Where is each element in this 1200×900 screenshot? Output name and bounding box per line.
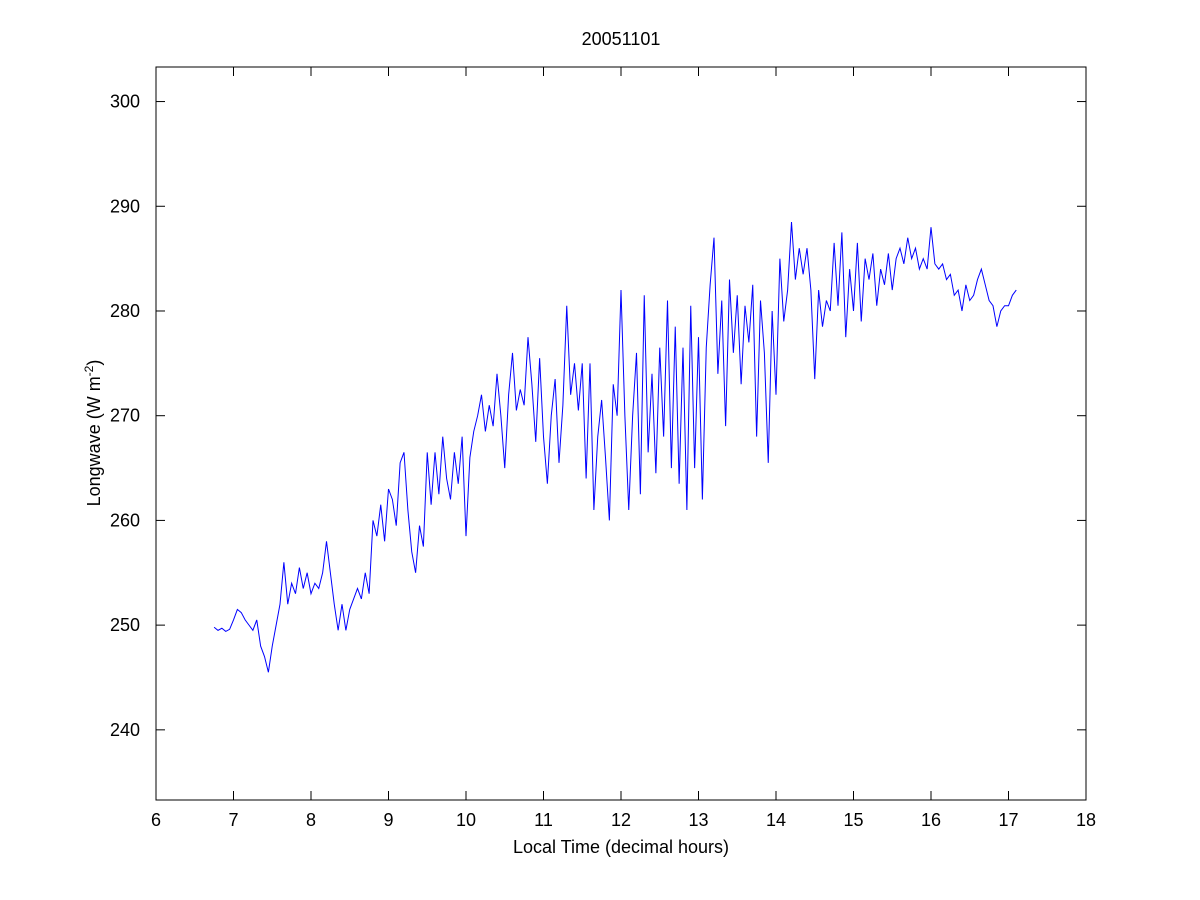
x-tick-label: 6 <box>151 810 161 830</box>
x-tick-label: 8 <box>306 810 316 830</box>
x-tick-label: 7 <box>228 810 238 830</box>
x-tick-label: 17 <box>998 810 1018 830</box>
y-label-suffix: ) <box>84 360 104 366</box>
x-tick-label: 11 <box>534 810 553 830</box>
y-tick-label: 280 <box>110 301 140 321</box>
y-tick-label: 300 <box>110 92 140 112</box>
x-tick-label: 12 <box>611 810 631 830</box>
y-tick-label: 270 <box>110 406 140 426</box>
x-tick-label: 15 <box>843 810 863 830</box>
y-tick-label: 250 <box>110 615 140 635</box>
y-axis-label: Longwave (W m-2) <box>82 360 104 507</box>
y-label-superscript: -2 <box>82 365 96 376</box>
x-tick-label: 9 <box>383 810 393 830</box>
data-line <box>213 221 1017 673</box>
y-tick-label: 260 <box>110 510 140 530</box>
x-tick-label: 13 <box>688 810 708 830</box>
y-tick-label: 290 <box>110 196 140 216</box>
x-tick-label: 10 <box>456 810 476 830</box>
x-tick-label: 14 <box>766 810 786 830</box>
x-tick-label: 18 <box>1076 810 1096 830</box>
y-tick-label: 240 <box>110 720 140 740</box>
chart-title: 20051101 <box>582 29 661 49</box>
y-label-text: Longwave (W m <box>84 376 104 506</box>
x-tick-label: 16 <box>921 810 941 830</box>
plot-area <box>155 66 1087 801</box>
x-axis-label: Local Time (decimal hours) <box>513 837 729 857</box>
